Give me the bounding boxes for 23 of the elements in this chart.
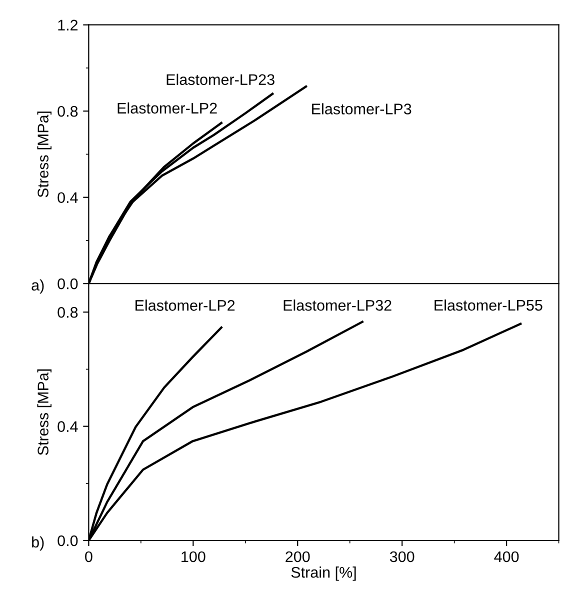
y-axis-title: Stress [MPa]: [37, 112, 52, 198]
x-tick-label: 400: [494, 551, 519, 562]
series-label: Elastomer-LP55: [434, 299, 542, 311]
y-tick-label: 0.0: [58, 535, 78, 546]
x-axis-title: Strain [%]: [291, 566, 356, 581]
series-label: Elastomer-LP2: [136, 300, 235, 311]
series-label: Elastomer-LP23: [166, 74, 274, 86]
x-tick-label: 300: [390, 551, 414, 562]
series-label: Elastomer-LP2: [118, 102, 217, 114]
x-tick-label: 200: [286, 551, 310, 562]
series-label: Elastomer-LP32: [284, 300, 392, 311]
y-tick-label: 1.2: [58, 20, 78, 30]
y-tick-label: 0.0: [58, 278, 78, 290]
y-axis-title: Stress [MPa]: [37, 369, 52, 456]
series-label: Elastomer-LP3: [312, 103, 412, 114]
x-tick-label: 0: [85, 551, 92, 562]
text: b): [32, 536, 44, 551]
y-tick-label: 0.4: [58, 192, 78, 204]
y-tick-label: 0.8: [58, 306, 78, 318]
y-tick-label: 0.4: [58, 421, 78, 432]
x-tick-label: 100: [182, 551, 206, 562]
y-tick-label: 0.8: [58, 106, 78, 117]
text: a): [32, 279, 44, 294]
